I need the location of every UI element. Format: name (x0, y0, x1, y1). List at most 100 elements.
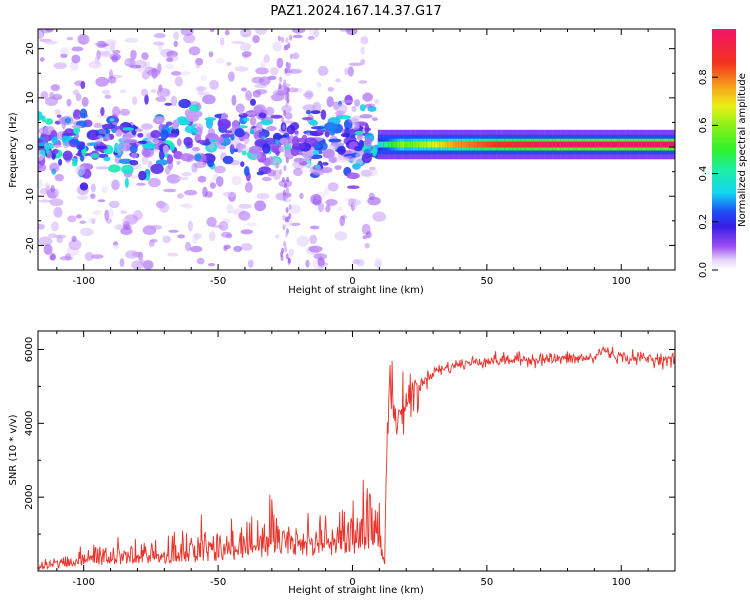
spectrogram-blob (282, 195, 286, 202)
spectrogram-tone-cell (593, 141, 596, 148)
colorbar-tick-label: 0.6 (698, 117, 709, 133)
spectrogram-blob (40, 91, 49, 100)
spectrogram-tone-cell (386, 141, 389, 148)
snr-y-axis-label: SNR (10 * v/v) (8, 414, 19, 485)
spectrogram-blob (108, 208, 114, 218)
spectrogram-blob (325, 204, 331, 213)
spectrogram-blob (209, 79, 219, 90)
spectrogram-blob (226, 61, 232, 66)
spectrogram-tone-cell (515, 141, 518, 148)
spectrogram-blob (264, 158, 271, 167)
spectrogram-blob (156, 88, 171, 97)
spectrogram-blob (58, 158, 63, 166)
snr-series-line (38, 345, 675, 571)
colorbar-label: Normalized spectral amplitude (737, 73, 748, 227)
spectrogram-blob (38, 111, 43, 121)
spectrogram-blob (170, 95, 178, 107)
spectrogram-blob (123, 139, 138, 144)
spectrogram-blob (160, 129, 169, 140)
spectrogram-blob (340, 133, 351, 138)
spectrogram-blob (290, 134, 294, 140)
spectrogram-tone-cell (617, 141, 621, 148)
spectrogram-blob (49, 254, 56, 261)
spectrogram-blob (364, 123, 370, 134)
spectrogram-blob (285, 253, 289, 260)
spectrogram-tone-cell (464, 141, 467, 148)
spectrogram-blob (137, 132, 144, 138)
spectrogram-tone-cell (434, 141, 438, 148)
spectrogram-blob (164, 102, 173, 106)
spectrogram-blob (76, 195, 89, 201)
spectrogram-tone-cell (652, 141, 655, 148)
spectrogram-tone-cell (590, 141, 594, 148)
spectrogram-tone-cell (633, 141, 637, 148)
spectrogram-blob (328, 138, 342, 143)
spectrogram-blob (51, 221, 59, 232)
spectrogram-blob (80, 227, 94, 237)
spectrogram-blob (325, 122, 338, 132)
spectrogram-blob (293, 157, 304, 163)
spectrogram-blob (364, 242, 370, 249)
spectrogram-blob (256, 192, 270, 200)
spectrogram-tone-cell (485, 141, 489, 148)
spectrogram-blob (182, 203, 193, 209)
spectrogram-tone-cell (560, 141, 564, 148)
spectrogram-blob (38, 179, 43, 189)
spectrogram-blob (165, 121, 173, 126)
spectrogram-blob (150, 238, 158, 243)
spectrogram-blob (366, 103, 376, 108)
spectrogram-blob (95, 76, 109, 87)
spectrogram-blob (71, 125, 82, 129)
spectrogram-blob (215, 57, 225, 64)
spectrogram-blob (81, 96, 89, 107)
spectrogram-blob (289, 53, 293, 60)
spectrogram-blob (120, 227, 133, 235)
spectrogram-blob (360, 36, 369, 45)
spectrogram-blob (162, 144, 169, 154)
spectrogram-blob (119, 89, 127, 94)
spectrogram-blob (38, 153, 45, 161)
spectrogram-blob (289, 34, 293, 41)
x-tick-label: 0 (349, 276, 355, 287)
spectrogram-blob (286, 92, 290, 99)
spectrogram-blob (240, 161, 245, 167)
spectrogram-blob (142, 129, 151, 140)
spectrogram-blob (107, 76, 117, 84)
spectrogram-blob (371, 117, 378, 121)
spectrogram-tone-cell (520, 141, 524, 148)
spectrogram-blob (62, 150, 73, 161)
spectrogram-blob (233, 148, 238, 153)
spectrogram-blob (38, 223, 45, 230)
spectrogram-blob (153, 33, 166, 39)
spectrogram-tone-cell (584, 141, 588, 148)
spectrogram-tone-cell (493, 141, 497, 148)
spectrogram-tone-cell (453, 141, 457, 148)
y-tick-label: 10 (25, 91, 36, 104)
spectrogram-blob (177, 234, 186, 239)
spectrogram-blob (66, 37, 74, 41)
spectrogram-blob (84, 252, 94, 261)
colorbar-gradient (712, 29, 736, 270)
spectrogram-blob (308, 245, 323, 253)
spectrogram-tone-cell (644, 141, 647, 148)
spectrogram-blob (222, 155, 234, 165)
x-tick-label: 50 (480, 577, 493, 588)
spectrogram-blob (80, 155, 85, 162)
spectrogram-blob (173, 31, 180, 40)
spectrogram-blob (292, 136, 300, 147)
spectrogram-blob (271, 145, 279, 153)
spectrogram-blob (270, 67, 279, 75)
spectrogram-blob (208, 51, 214, 58)
spectrogram-tone-cell (622, 141, 626, 148)
spectrogram-tone-cell (410, 141, 414, 148)
spectrogram-blob (157, 63, 162, 74)
chart-title: PAZ1.2024.167.14.37.G17 (270, 4, 441, 19)
spectrogram-blob (88, 60, 102, 69)
spectrogram-blob (150, 163, 164, 174)
spectrogram-blob (44, 40, 58, 45)
spectrogram-blob (277, 35, 281, 42)
spectrogram-tone-cell (496, 141, 500, 148)
spectrogram-blob (196, 139, 207, 144)
spectrogram-blob (105, 134, 111, 142)
